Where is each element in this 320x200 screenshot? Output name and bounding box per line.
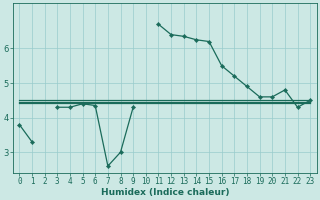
X-axis label: Humidex (Indice chaleur): Humidex (Indice chaleur): [100, 188, 229, 197]
